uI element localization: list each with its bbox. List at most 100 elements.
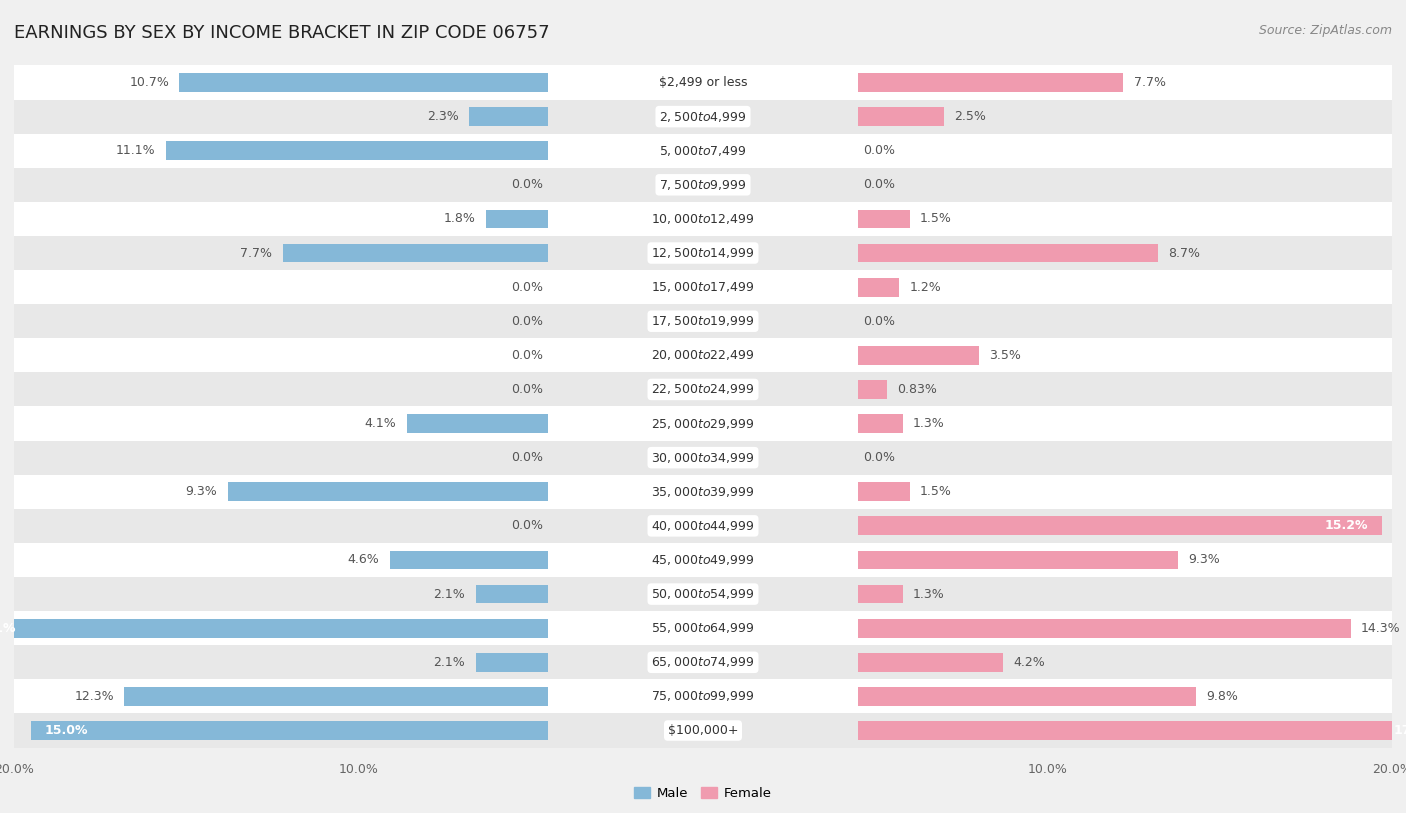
Text: 2.5%: 2.5% [955,110,987,123]
Bar [858,687,1195,706]
Legend: Male, Female: Male, Female [628,782,778,806]
Text: 12.3%: 12.3% [75,690,114,703]
Text: $12,500 to $14,999: $12,500 to $14,999 [651,246,755,260]
Text: $15,000 to $17,499: $15,000 to $17,499 [651,280,755,294]
Text: 0.0%: 0.0% [510,178,543,191]
Text: $40,000 to $44,999: $40,000 to $44,999 [651,519,755,533]
Text: 9.8%: 9.8% [1206,690,1237,703]
Bar [14,475,1392,509]
Text: 0.0%: 0.0% [863,451,896,464]
Bar [14,202,1392,236]
Text: 1.8%: 1.8% [444,212,475,225]
Bar [486,210,548,228]
Text: 17.1%: 17.1% [0,622,17,635]
Bar [14,646,1392,680]
Text: 9.3%: 9.3% [1188,554,1220,567]
Bar [858,550,1178,569]
Text: $35,000 to $39,999: $35,000 to $39,999 [651,485,755,498]
Bar [14,99,1392,133]
Bar [14,543,1392,577]
Text: 0.0%: 0.0% [510,451,543,464]
Bar [858,346,979,365]
Bar [858,653,1002,672]
Text: 1.5%: 1.5% [920,485,952,498]
Bar [31,721,548,740]
Text: EARNINGS BY SEX BY INCOME BRACKET IN ZIP CODE 06757: EARNINGS BY SEX BY INCOME BRACKET IN ZIP… [14,24,550,42]
Bar [180,73,548,92]
Text: 4.6%: 4.6% [347,554,380,567]
Text: 8.7%: 8.7% [1168,246,1201,259]
Bar [124,687,548,706]
Bar [14,372,1392,406]
Bar [283,244,548,263]
Text: $2,500 to $4,999: $2,500 to $4,999 [659,110,747,124]
Bar [14,714,1392,748]
Text: $55,000 to $64,999: $55,000 to $64,999 [651,621,755,635]
Text: 0.0%: 0.0% [510,315,543,328]
Bar [166,141,548,160]
Text: $20,000 to $22,499: $20,000 to $22,499 [651,348,755,363]
Bar [475,653,548,672]
Bar [14,270,1392,304]
Text: $25,000 to $29,999: $25,000 to $29,999 [651,416,755,431]
Text: 9.3%: 9.3% [186,485,218,498]
Text: 4.1%: 4.1% [364,417,396,430]
Bar [858,516,1382,535]
Text: 0.0%: 0.0% [510,349,543,362]
Text: $100,000+: $100,000+ [668,724,738,737]
Text: $75,000 to $99,999: $75,000 to $99,999 [651,689,755,703]
Bar [14,406,1392,441]
Text: 0.83%: 0.83% [897,383,936,396]
Text: 3.5%: 3.5% [988,349,1021,362]
Text: $10,000 to $12,499: $10,000 to $12,499 [651,212,755,226]
Bar [858,380,887,399]
Bar [14,577,1392,611]
Text: 17.2%: 17.2% [1393,724,1406,737]
Bar [858,414,903,433]
Bar [14,441,1392,475]
Text: $65,000 to $74,999: $65,000 to $74,999 [651,655,755,669]
Text: 2.1%: 2.1% [433,588,465,601]
Bar [0,619,548,637]
Text: $22,500 to $24,999: $22,500 to $24,999 [651,382,755,397]
Text: 11.1%: 11.1% [115,144,155,157]
Text: $50,000 to $54,999: $50,000 to $54,999 [651,587,755,601]
Bar [14,680,1392,714]
Bar [858,585,903,603]
Text: 0.0%: 0.0% [863,178,896,191]
Text: 0.0%: 0.0% [510,280,543,293]
Bar [14,133,1392,167]
Bar [14,236,1392,270]
Bar [858,73,1123,92]
Bar [858,210,910,228]
Text: 0.0%: 0.0% [863,315,896,328]
Bar [858,107,945,126]
Text: $30,000 to $34,999: $30,000 to $34,999 [651,450,755,465]
Bar [858,482,910,501]
Bar [14,509,1392,543]
Bar [468,107,548,126]
Text: 1.3%: 1.3% [912,588,945,601]
Text: 1.5%: 1.5% [920,212,952,225]
Bar [858,244,1157,263]
Text: 15.0%: 15.0% [45,724,89,737]
Bar [858,721,1406,740]
Text: 2.3%: 2.3% [426,110,458,123]
Text: 0.0%: 0.0% [863,144,896,157]
Bar [14,338,1392,372]
Text: 10.7%: 10.7% [129,76,169,89]
Text: 2.1%: 2.1% [433,656,465,669]
Text: Source: ZipAtlas.com: Source: ZipAtlas.com [1258,24,1392,37]
Text: 4.2%: 4.2% [1012,656,1045,669]
Bar [858,619,1351,637]
Bar [14,167,1392,202]
Bar [14,65,1392,99]
Bar [475,585,548,603]
Text: 0.0%: 0.0% [510,520,543,533]
Text: $45,000 to $49,999: $45,000 to $49,999 [651,553,755,567]
Text: $5,000 to $7,499: $5,000 to $7,499 [659,144,747,158]
Bar [228,482,548,501]
Bar [14,611,1392,646]
Text: 0.0%: 0.0% [510,383,543,396]
Bar [389,550,548,569]
